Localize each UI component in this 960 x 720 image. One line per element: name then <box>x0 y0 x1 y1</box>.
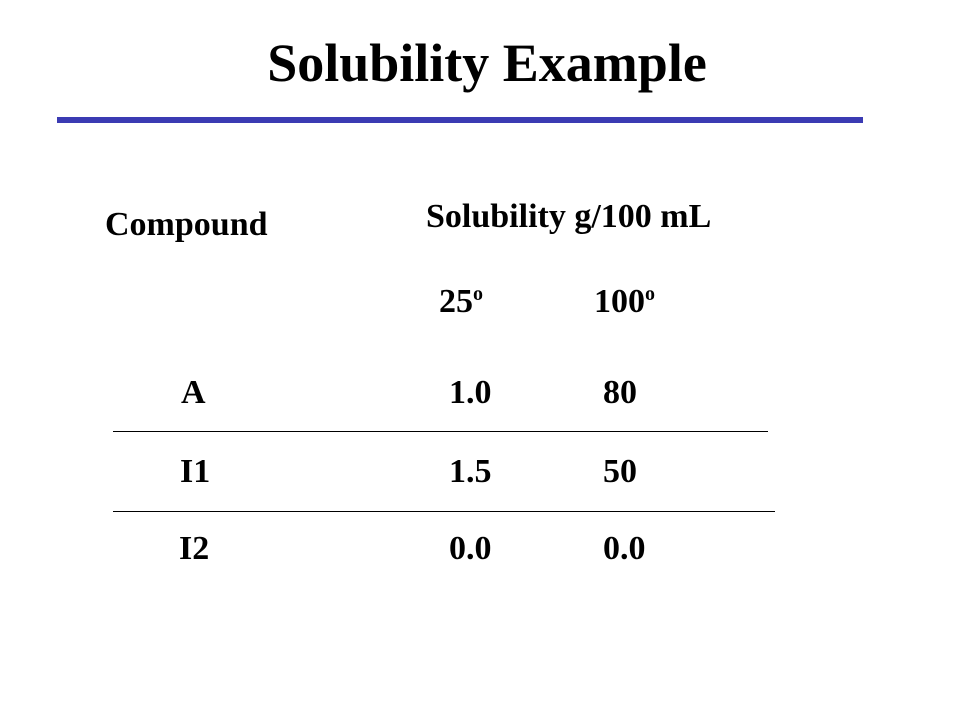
temperature-value: 100 <box>594 283 645 320</box>
row-i2-solubility-25: 0.0 <box>449 530 492 567</box>
temperature-header-100: 100o <box>594 281 655 327</box>
slide-title: Solubility Example <box>267 33 707 93</box>
row-divider <box>113 511 775 512</box>
degree-superscript: o <box>473 283 483 305</box>
degree-superscript: o <box>645 283 655 305</box>
row-i1-solubility-25: 1.5 <box>449 453 492 490</box>
row-divider <box>113 431 768 432</box>
row-i1-compound: I1 <box>180 453 211 490</box>
temperature-header-25: 25o <box>439 281 483 327</box>
row-i1-solubility-100: 50 <box>603 453 637 490</box>
row-i2-solubility-100: 0.0 <box>603 530 646 567</box>
title-underline <box>57 117 863 123</box>
temperature-value: 25 <box>439 283 473 320</box>
compound-column-header: Compound <box>105 206 268 243</box>
row-a-solubility-100: 80 <box>603 374 637 411</box>
row-a-solubility-25: 1.0 <box>449 374 492 411</box>
row-i2-compound: I2 <box>179 530 210 567</box>
solubility-column-header: Solubility g/100 mL <box>426 198 712 235</box>
row-a-compound: A <box>181 374 206 411</box>
